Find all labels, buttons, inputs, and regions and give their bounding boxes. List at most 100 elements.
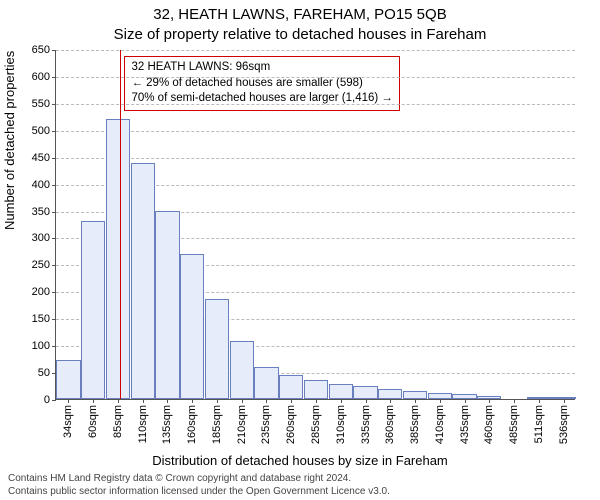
xtick-label: 60sqm <box>87 405 99 438</box>
xtick-label: 260sqm <box>285 405 297 444</box>
ytick-label: 550 <box>32 98 50 110</box>
histogram-bar <box>279 375 303 399</box>
gridline <box>56 77 575 78</box>
ytick-mark <box>52 185 56 186</box>
histogram-bar <box>155 211 179 399</box>
page-title-line1: 32, HEATH LAWNS, FAREHAM, PO15 5QB <box>0 6 600 23</box>
property-marker-line <box>120 50 121 399</box>
callout-box: 32 HEATH LAWNS: 96sqm ← 29% of detached … <box>124 56 399 111</box>
xtick-mark <box>291 399 292 403</box>
ytick-mark <box>52 50 56 51</box>
ytick-label: 600 <box>32 71 50 83</box>
histogram-bar <box>254 367 278 399</box>
histogram-bar <box>329 384 353 399</box>
xtick-mark <box>366 399 367 403</box>
xtick-label: 110sqm <box>137 405 149 443</box>
xtick-mark <box>143 399 144 403</box>
xtick-label: 410sqm <box>434 405 446 444</box>
xtick-label: 160sqm <box>186 405 198 444</box>
ytick-label: 650 <box>32 44 50 56</box>
xtick-mark <box>316 399 317 403</box>
footer-line1: Contains HM Land Registry data © Crown c… <box>8 473 390 486</box>
xtick-label: 511sqm <box>533 405 545 443</box>
ytick-label: 400 <box>32 179 50 191</box>
ytick-label: 150 <box>32 313 50 325</box>
histogram-bar <box>131 163 155 399</box>
ytick-mark <box>52 238 56 239</box>
xtick-mark <box>341 399 342 403</box>
ytick-label: 250 <box>32 259 50 271</box>
xtick-mark <box>192 399 193 403</box>
xtick-mark <box>564 399 565 403</box>
xtick-label: 185sqm <box>211 405 223 444</box>
xtick-mark <box>415 399 416 403</box>
histogram-bar <box>106 119 130 399</box>
xtick-label: 310sqm <box>335 405 347 444</box>
y-axis-label: Number of detached properties <box>2 51 17 230</box>
xtick-mark <box>539 399 540 403</box>
ytick-mark <box>52 346 56 347</box>
xtick-mark <box>489 399 490 403</box>
ytick-label: 200 <box>32 286 50 298</box>
xtick-mark <box>167 399 168 403</box>
xtick-label: 460sqm <box>483 405 495 444</box>
x-axis-label: Distribution of detached houses by size … <box>0 453 600 468</box>
xtick-label: 235sqm <box>260 405 272 444</box>
gridline <box>56 50 575 51</box>
histogram-bar <box>205 299 229 399</box>
ytick-mark <box>52 212 56 213</box>
page-title-line2: Size of property relative to detached ho… <box>0 26 600 43</box>
xtick-label: 210sqm <box>236 405 248 444</box>
xtick-mark <box>390 399 391 403</box>
footer-attribution: Contains HM Land Registry data © Crown c… <box>8 473 390 498</box>
ytick-mark <box>52 104 56 105</box>
gridline <box>56 158 575 159</box>
xtick-mark <box>68 399 69 403</box>
xtick-mark <box>514 399 515 403</box>
ytick-mark <box>52 319 56 320</box>
xtick-label: 360sqm <box>384 405 396 444</box>
ytick-mark <box>52 131 56 132</box>
xtick-mark <box>465 399 466 403</box>
xtick-mark <box>440 399 441 403</box>
ytick-mark <box>52 265 56 266</box>
xtick-label: 335sqm <box>360 405 372 444</box>
footer-line2: Contains public sector information licen… <box>8 486 390 499</box>
xtick-label: 485sqm <box>508 405 520 444</box>
xtick-mark <box>242 399 243 403</box>
ytick-label: 450 <box>32 152 50 164</box>
ytick-label: 350 <box>32 206 50 218</box>
histogram-bar <box>378 389 402 399</box>
histogram-bar <box>403 391 427 399</box>
histogram-bar <box>56 360 80 399</box>
xtick-label: 435sqm <box>459 405 471 444</box>
histogram-bar <box>304 380 328 399</box>
ytick-mark <box>52 77 56 78</box>
histogram-bar <box>230 341 254 399</box>
callout-line1: 32 HEATH LAWNS: 96sqm <box>131 60 392 76</box>
xtick-label: 85sqm <box>112 405 124 438</box>
histogram-bar <box>180 254 204 399</box>
histogram-plot: 32 HEATH LAWNS: 96sqm ← 29% of detached … <box>55 50 575 400</box>
ytick-mark <box>52 400 56 401</box>
xtick-mark <box>266 399 267 403</box>
xtick-label: 285sqm <box>310 405 322 444</box>
xtick-mark <box>93 399 94 403</box>
histogram-bar <box>353 386 377 399</box>
xtick-mark <box>217 399 218 403</box>
xtick-label: 34sqm <box>62 405 74 438</box>
xtick-label: 135sqm <box>161 405 173 444</box>
gridline <box>56 104 575 105</box>
gridline <box>56 131 575 132</box>
ytick-label: 100 <box>32 340 50 352</box>
ytick-mark <box>52 158 56 159</box>
ytick-label: 50 <box>38 367 50 379</box>
ytick-label: 0 <box>44 394 50 406</box>
xtick-label: 385sqm <box>409 405 421 444</box>
ytick-mark <box>52 292 56 293</box>
ytick-label: 300 <box>32 232 50 244</box>
xtick-label: 536sqm <box>558 405 570 444</box>
xtick-mark <box>118 399 119 403</box>
ytick-label: 500 <box>32 125 50 137</box>
histogram-bar <box>81 221 105 399</box>
